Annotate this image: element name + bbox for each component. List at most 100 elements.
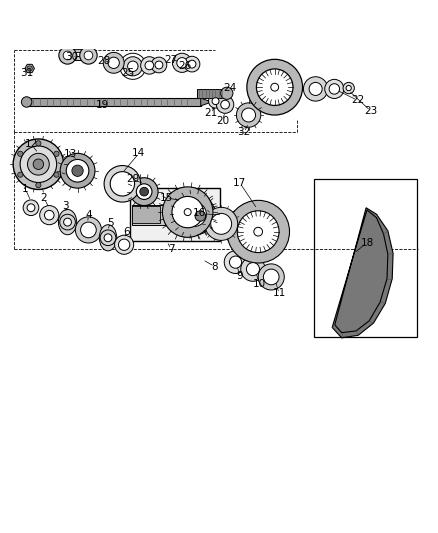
Circle shape <box>115 235 134 254</box>
Circle shape <box>184 56 200 72</box>
Circle shape <box>45 211 54 220</box>
Circle shape <box>28 154 49 175</box>
Circle shape <box>13 139 64 189</box>
Text: 15: 15 <box>160 193 173 203</box>
Circle shape <box>18 172 23 177</box>
Circle shape <box>27 204 35 212</box>
Circle shape <box>271 83 279 91</box>
Circle shape <box>221 100 230 109</box>
Circle shape <box>241 257 265 281</box>
Circle shape <box>173 53 191 72</box>
Text: 12: 12 <box>25 139 38 149</box>
Ellipse shape <box>58 209 77 235</box>
Circle shape <box>329 84 339 94</box>
Text: 11: 11 <box>272 288 286 298</box>
Circle shape <box>63 51 72 60</box>
Circle shape <box>54 151 59 156</box>
Circle shape <box>254 228 262 236</box>
Circle shape <box>64 218 71 226</box>
Text: 17: 17 <box>233 178 247 188</box>
Circle shape <box>173 193 215 235</box>
Circle shape <box>20 146 57 182</box>
Circle shape <box>224 251 247 273</box>
Text: 13: 13 <box>64 149 77 159</box>
Circle shape <box>36 182 41 188</box>
Text: 2: 2 <box>41 193 47 203</box>
Circle shape <box>195 211 205 221</box>
Circle shape <box>212 98 219 104</box>
Bar <box>72 49 84 52</box>
Circle shape <box>118 239 130 251</box>
Circle shape <box>84 51 93 60</box>
Circle shape <box>21 97 32 107</box>
Circle shape <box>247 59 303 115</box>
Circle shape <box>18 151 23 156</box>
Circle shape <box>40 206 59 225</box>
Text: 20: 20 <box>216 116 229 126</box>
Circle shape <box>309 83 322 95</box>
Bar <box>132 205 165 225</box>
Text: 31: 31 <box>20 68 33 78</box>
Circle shape <box>27 66 32 71</box>
Bar <box>132 206 160 223</box>
Text: 14: 14 <box>132 148 145 158</box>
Text: 9: 9 <box>237 271 243 281</box>
Bar <box>197 89 227 98</box>
Text: 24: 24 <box>223 83 237 93</box>
Text: 27: 27 <box>165 55 178 65</box>
Text: 30: 30 <box>65 52 78 62</box>
Circle shape <box>247 263 259 276</box>
Circle shape <box>343 83 354 94</box>
Circle shape <box>265 78 284 97</box>
Circle shape <box>247 221 269 243</box>
Polygon shape <box>25 64 35 72</box>
Circle shape <box>346 85 351 91</box>
Circle shape <box>140 187 148 196</box>
Circle shape <box>75 217 102 243</box>
Circle shape <box>237 103 261 127</box>
Bar <box>314 180 417 337</box>
Circle shape <box>182 202 206 227</box>
Circle shape <box>304 77 328 101</box>
Circle shape <box>258 264 284 290</box>
Circle shape <box>230 256 242 268</box>
Text: 5: 5 <box>107 218 113 228</box>
Circle shape <box>104 234 112 241</box>
Text: 7: 7 <box>168 244 174 254</box>
Circle shape <box>145 61 154 70</box>
Circle shape <box>242 108 255 122</box>
Text: 6: 6 <box>124 227 130 237</box>
Circle shape <box>221 87 233 99</box>
Circle shape <box>136 184 152 199</box>
Text: 8: 8 <box>212 262 218 271</box>
Circle shape <box>141 56 158 74</box>
Circle shape <box>211 213 232 235</box>
Circle shape <box>208 94 223 108</box>
Text: 18: 18 <box>360 238 374 247</box>
Circle shape <box>130 177 158 206</box>
Circle shape <box>188 60 196 68</box>
Circle shape <box>184 208 191 215</box>
Circle shape <box>66 159 89 182</box>
Text: 16: 16 <box>192 208 205 219</box>
Bar <box>27 98 201 106</box>
Text: 21: 21 <box>205 108 218 118</box>
Text: 3: 3 <box>63 201 69 212</box>
Circle shape <box>36 141 41 146</box>
Circle shape <box>177 58 187 68</box>
Circle shape <box>110 172 134 196</box>
Text: 1: 1 <box>22 184 28 194</box>
Circle shape <box>104 166 141 202</box>
Circle shape <box>227 200 290 263</box>
Circle shape <box>151 57 167 73</box>
Polygon shape <box>201 98 212 106</box>
Circle shape <box>237 211 279 253</box>
Text: 23: 23 <box>364 106 377 116</box>
Circle shape <box>81 222 96 238</box>
Circle shape <box>172 197 203 228</box>
Circle shape <box>59 47 76 64</box>
Circle shape <box>325 79 344 99</box>
Circle shape <box>100 230 116 246</box>
Text: 4: 4 <box>85 210 92 220</box>
Circle shape <box>216 96 234 114</box>
